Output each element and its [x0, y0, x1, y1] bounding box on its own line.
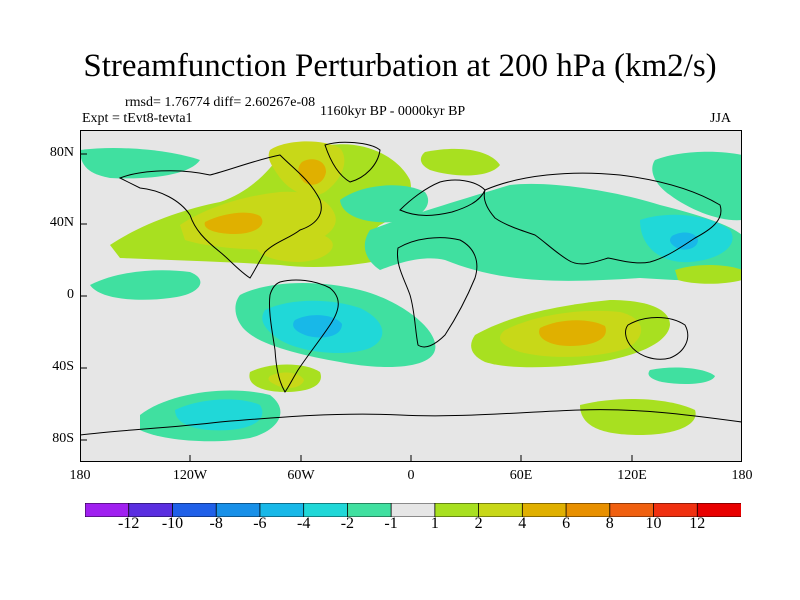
contour-pos3-arctic [298, 159, 326, 185]
lat-label-40s: 40S [52, 359, 74, 374]
contour-neg-eurasia [364, 183, 742, 281]
coast-north-america [118, 154, 322, 279]
lon-label-60e: 60E [509, 468, 533, 483]
colorbar-label: 10 [645, 515, 662, 532]
contour-pos3-indian [539, 320, 606, 346]
contour-pos2-atlantic [254, 231, 333, 262]
colorbar-label: -6 [253, 515, 267, 532]
contour-pos-eqpac [675, 265, 742, 284]
colorbar-label: 2 [474, 515, 483, 532]
colorbar-label: -12 [118, 515, 140, 532]
season-label: JJA [710, 111, 732, 126]
colorbar-label: -2 [340, 515, 355, 532]
contour-pos3-namerica [204, 212, 263, 234]
lon-label-180e: 180 [731, 468, 753, 483]
colorbar [85, 503, 741, 517]
contour-neg-arctic-right [652, 151, 742, 221]
colorbar-label: 8 [605, 515, 614, 532]
lat-label-40n: 40N [49, 215, 74, 230]
lat-label-80n: 80N [49, 145, 74, 160]
coast-asia [483, 172, 722, 265]
coast-africa [396, 237, 478, 348]
colorbar-label: 6 [562, 515, 571, 532]
map-panel [80, 130, 742, 462]
axis-ticks [80, 153, 633, 462]
lon-label-60w: 60W [287, 468, 315, 483]
contour-pos-europe [420, 148, 500, 176]
colorbar-label: -8 [209, 515, 223, 532]
colorbar-label: -10 [161, 515, 184, 532]
contour-neg-seindian [648, 367, 715, 384]
colorbar-label: 12 [689, 515, 706, 532]
contour-neg-natl [340, 185, 429, 223]
contour-pos2-satl [268, 372, 304, 388]
colorbar-label: 4 [518, 515, 527, 532]
lon-label-120e: 120E [617, 468, 647, 483]
colorbar-swatch [696, 503, 741, 517]
lon-label-0: 0 [407, 468, 415, 483]
contour-neg2-antarctic [175, 399, 263, 431]
coastlines [80, 141, 742, 436]
colorbar-label: -4 [297, 515, 311, 532]
coast-antarctica [80, 409, 742, 436]
contour-neg3-samerica [293, 315, 342, 338]
contour-neg-spac [90, 270, 201, 300]
lon-label-180w: 180 [69, 468, 91, 483]
period-label: 1160kyr BP - 0000kyr BP [320, 104, 466, 119]
coast-south-america [269, 279, 339, 393]
coast-greenland [324, 141, 381, 183]
lat-label-80s: 80S [52, 431, 74, 446]
colorbar-label: -1 [384, 515, 398, 532]
contour-neg3-asia [669, 232, 698, 250]
stats-label: rmsd= 1.76774 diff= 2.60267e-08 [125, 95, 316, 110]
plot-title: Streamfunction Perturbation at 200 hPa (… [83, 48, 717, 84]
coast-australia [625, 317, 689, 360]
colorbar-label: 1 [430, 515, 439, 532]
experiment-label: Expt = tEvt8-tevta1 [82, 111, 193, 126]
contour-pos-antarctic [580, 398, 696, 435]
lat-label-eq: 0 [67, 287, 74, 302]
lon-label-120w: 120W [172, 468, 208, 483]
